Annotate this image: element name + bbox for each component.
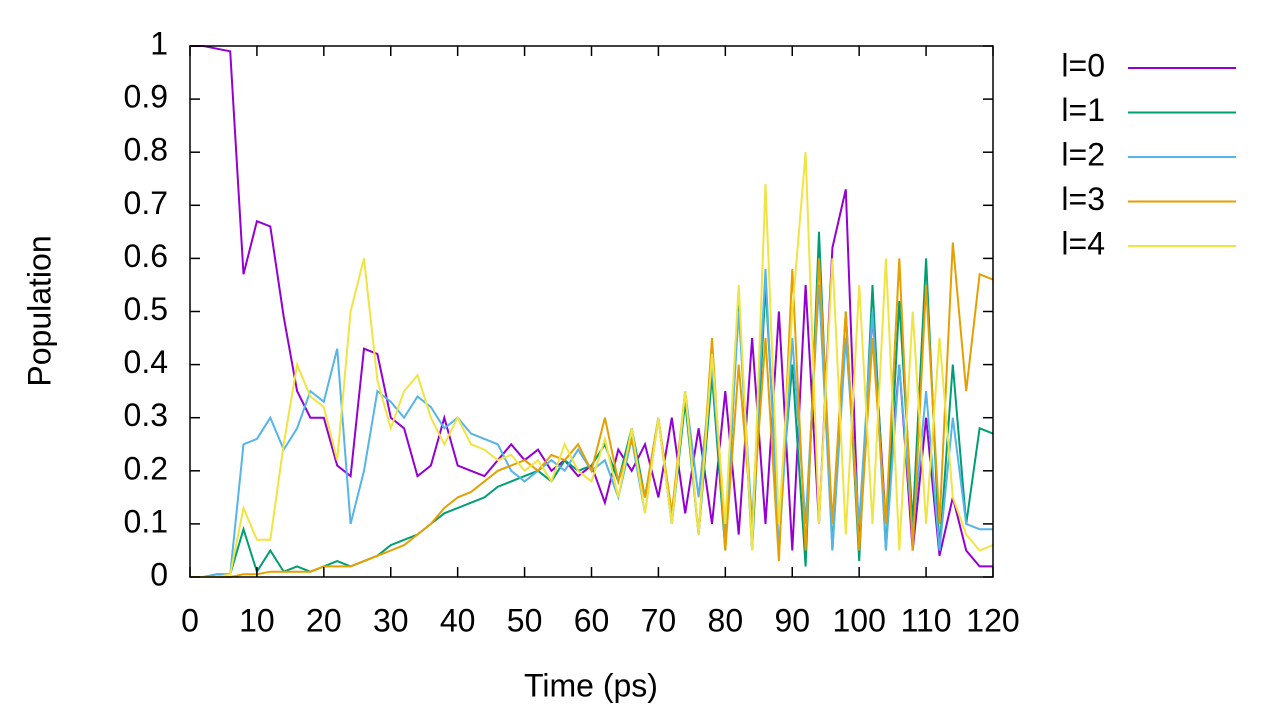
series-line [190,45,993,568]
y-tick-label: 0.2 [124,450,168,486]
x-tick-label: 90 [774,602,810,638]
y-tick-label: 0.3 [124,397,168,433]
y-tick-label: 0 [150,556,168,592]
legend-label: l=3 [1061,181,1105,217]
y-tick-label: 0.8 [124,132,168,168]
x-tick-label: 10 [239,602,275,638]
legend-label: l=1 [1061,92,1105,128]
y-tick-label: 0.9 [124,79,168,115]
x-tick-label: 110 [901,602,952,638]
y-tick-label: 0.7 [124,185,168,221]
x-tick-label: 30 [373,602,409,638]
y-tick-label: 1 [150,25,168,61]
y-tick-label: 0.4 [124,344,168,380]
legend-label: l=4 [1061,225,1105,261]
y-axis-label: Population [21,235,57,386]
legend-label: l=2 [1061,136,1105,172]
x-tick-label: 70 [641,602,677,638]
x-axis-label: Time (ps) [524,667,658,703]
series-line [190,152,994,578]
series-line [190,268,993,578]
legend-label: l=0 [1061,47,1105,83]
y-tick-label: 0.5 [124,291,168,327]
x-tick-label: 0 [181,602,199,638]
x-tick-label: 100 [832,602,885,638]
x-tick-label: 40 [440,602,476,638]
x-tick-label: 50 [507,602,543,638]
series-line [190,242,994,578]
y-tick-label: 0.6 [124,238,168,274]
x-tick-label: 120 [966,602,1019,638]
x-tick-label: 60 [574,602,610,638]
x-tick-label: 80 [708,602,744,638]
x-tick-label: 20 [306,602,342,638]
y-tick-label: 0.1 [124,503,168,539]
series-line [190,231,994,578]
